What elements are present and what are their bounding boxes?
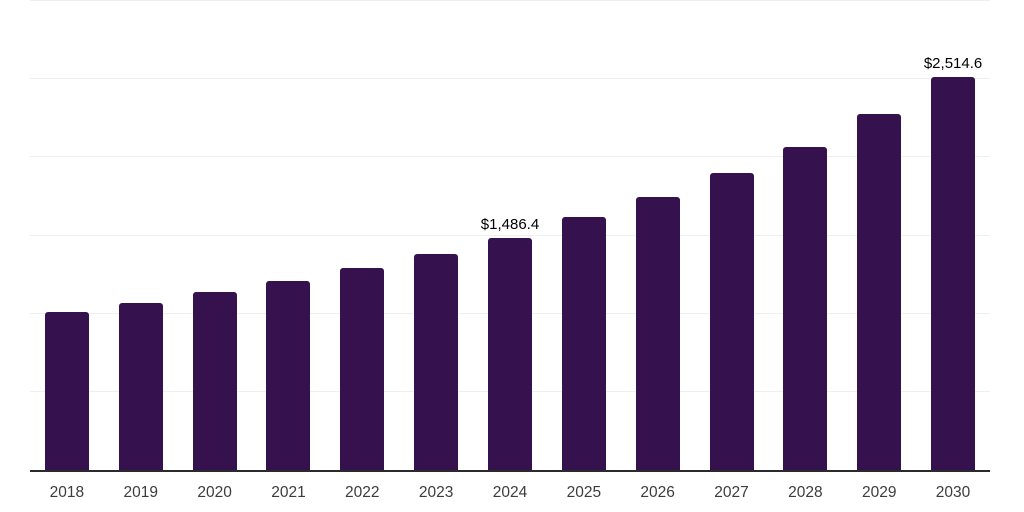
gridline-2500 bbox=[30, 78, 990, 80]
bar-2025 bbox=[561, 217, 606, 470]
x-tick-2021: 2021 bbox=[271, 484, 306, 501]
x-tick-2019: 2019 bbox=[123, 484, 158, 501]
x-tick-2023: 2023 bbox=[418, 484, 454, 501]
x-tick-2022: 2022 bbox=[345, 484, 380, 501]
x-tick-2027: 2027 bbox=[714, 484, 749, 501]
bar-column-2030: $2,514.6 bbox=[916, 1, 990, 470]
bar-column-2025 bbox=[547, 1, 621, 470]
bar-2020 bbox=[192, 292, 237, 470]
x-tick-2029: 2029 bbox=[861, 484, 897, 501]
bar-column-2018 bbox=[30, 1, 104, 470]
bar-2030 bbox=[931, 76, 976, 470]
gridline-2000 bbox=[30, 156, 990, 158]
data-label-2030: $2,514.6 bbox=[923, 54, 983, 72]
bar-column-2028 bbox=[768, 1, 842, 470]
data-label-2024: $1,486.4 bbox=[480, 215, 540, 233]
bar-2029 bbox=[857, 114, 902, 470]
x-tick-2025: 2025 bbox=[566, 484, 602, 501]
bar-2028 bbox=[783, 147, 828, 470]
gridline-3000 bbox=[30, 0, 990, 1]
gridline-1500 bbox=[30, 234, 990, 236]
bar-column-2022 bbox=[325, 1, 399, 470]
bar-column-2027 bbox=[695, 1, 769, 470]
bar-column-2026 bbox=[621, 1, 695, 470]
bar-2018 bbox=[44, 312, 89, 470]
bar-series: $1,486.4 $2,514.6 bbox=[30, 1, 990, 470]
bar-2021 bbox=[266, 281, 311, 470]
bar-column-2029 bbox=[842, 1, 916, 470]
bar-2027 bbox=[709, 173, 754, 470]
x-tick-2018: 2018 bbox=[49, 484, 85, 501]
bar-column-2020 bbox=[178, 1, 252, 470]
x-tick-2024: 2024 bbox=[492, 484, 528, 501]
bar-2024 bbox=[487, 237, 532, 470]
bar-column-2021 bbox=[252, 1, 326, 470]
bar-2026 bbox=[635, 197, 680, 470]
x-axis-tick-labels: 2018 2019 2020 2021 2022 2023 2024 2025 2026 2027… bbox=[30, 484, 990, 502]
bar-column-2024: $1,486.4 bbox=[473, 1, 547, 470]
bar-2022 bbox=[340, 267, 385, 470]
x-tick-2026: 2026 bbox=[640, 484, 675, 501]
bar-2023 bbox=[414, 254, 459, 470]
x-tick-2020: 2020 bbox=[197, 484, 232, 501]
x-tick-2030: 2030 bbox=[935, 484, 971, 501]
bar-column-2023 bbox=[399, 1, 473, 470]
plot-area: $1,486.4 $2,514.6 bbox=[30, 0, 990, 470]
x-tick-2028: 2028 bbox=[788, 484, 823, 501]
x-axis-line bbox=[30, 470, 990, 472]
bar-2019 bbox=[118, 302, 163, 470]
bar-column-2019 bbox=[104, 1, 178, 470]
